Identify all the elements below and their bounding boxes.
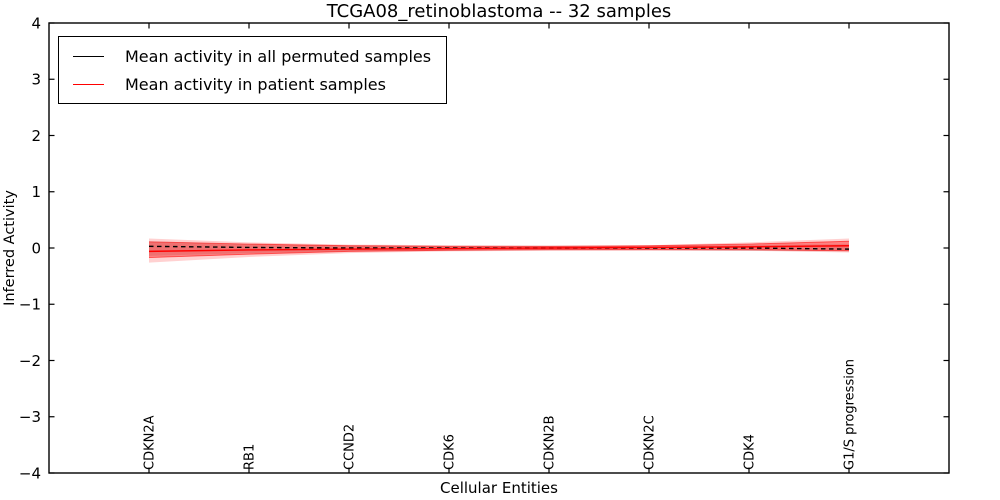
y-tick-label: 2 xyxy=(31,127,41,145)
legend-item-permuted: Mean activity in all permuted samples xyxy=(73,44,431,68)
x-axis-label: Cellular Entities xyxy=(440,479,558,497)
y-tick-label: −1 xyxy=(19,296,41,314)
legend-label-patient: Mean activity in patient samples xyxy=(125,74,386,94)
y-tick-label: −2 xyxy=(19,352,41,370)
chart-title: TCGA08_retinoblastoma -- 32 samples xyxy=(326,1,672,22)
legend-label-permuted: Mean activity in all permuted samples xyxy=(125,46,432,66)
patient-samples-range-outer-band xyxy=(149,238,849,263)
legend-line-permuted-icon xyxy=(73,55,104,57)
y-tick-label: 3 xyxy=(31,71,41,89)
x-tick-label: CDK6 xyxy=(443,434,458,470)
y-tick-label: −4 xyxy=(19,464,41,482)
x-tick-label: CCND2 xyxy=(343,424,358,470)
x-tick-label: CDKN2B xyxy=(543,415,558,470)
x-tick-label: CDK4 xyxy=(743,434,758,470)
legend-item-patient: Mean activity in patient samples xyxy=(73,72,431,96)
legend: Mean activity in all permuted samples Me… xyxy=(58,36,448,104)
x-tick-label: G1/S progression xyxy=(843,359,858,470)
y-tick-label: 0 xyxy=(31,239,41,257)
patient-samples-range-inner-lower-edge xyxy=(148,249,850,259)
x-tick-label: CDKN2C xyxy=(643,415,658,470)
y-tick-label: 1 xyxy=(31,183,41,201)
patient-samples-range-inner-upper-edge xyxy=(148,240,850,247)
x-tick-label: CDKN2A xyxy=(143,415,158,470)
mean-activity-in-patient-samples-line xyxy=(148,245,850,253)
legend-line-patient-icon xyxy=(73,83,104,85)
y-tick-label: −3 xyxy=(19,408,41,426)
x-tick-label: RB1 xyxy=(243,444,258,470)
y-axis-label: Inferred Activity xyxy=(2,190,18,306)
y-tick-label: 4 xyxy=(31,14,41,32)
